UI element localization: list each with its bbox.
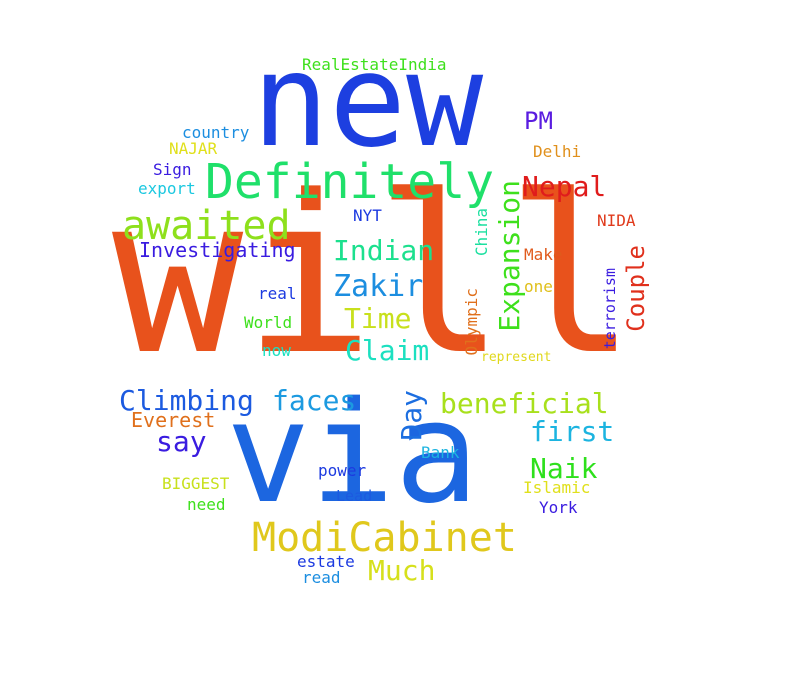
word-new: new xyxy=(252,27,484,176)
word-power: power xyxy=(318,461,367,480)
word-read: read xyxy=(302,568,341,587)
word-nepal: Nepal xyxy=(522,170,607,203)
word-claim: Claim xyxy=(345,334,430,367)
word-make: Make xyxy=(524,245,563,264)
word-lead: Lead xyxy=(336,487,373,505)
word-will: will xyxy=(112,150,637,403)
word-modicabinet: ModiCabinet xyxy=(252,515,517,561)
word-need: need xyxy=(187,495,226,514)
word-nyt: NYT xyxy=(353,206,382,225)
word-investigating: Investigating xyxy=(139,238,296,262)
word-terrorism: terrorism xyxy=(601,268,619,350)
word-beneficial: beneficial xyxy=(440,387,609,420)
word-world: World xyxy=(244,313,293,332)
word-expansion: Expansion xyxy=(493,180,526,332)
word-faces: faces xyxy=(272,384,357,417)
word-now: now xyxy=(262,341,291,360)
word-najar: NAJAR xyxy=(169,139,218,158)
word-represent: represent xyxy=(481,350,552,365)
word-say: say xyxy=(156,425,207,458)
word-real: real xyxy=(258,284,297,303)
word-bank: Bank xyxy=(421,443,460,462)
word-olympic: Olympic xyxy=(462,288,481,356)
word-awaited: awaited xyxy=(122,203,291,249)
word-everest: Everest xyxy=(131,408,216,432)
word-via: via xyxy=(226,372,479,535)
word-estate: estate xyxy=(297,552,355,571)
word-sign: Sign xyxy=(153,160,192,179)
word-one: one xyxy=(524,277,553,296)
word-islamic: Islamic xyxy=(523,478,591,497)
word-york: York xyxy=(539,498,578,517)
word-definitely: Definitely xyxy=(205,154,494,210)
word-export: export xyxy=(138,179,196,198)
word-biggest: BIGGEST xyxy=(162,474,230,493)
word-naik: Naik xyxy=(530,452,598,485)
word-delhi: Delhi xyxy=(533,142,582,161)
word-climbing: Climbing xyxy=(119,384,254,417)
word-pm: PM xyxy=(524,107,553,135)
word-realestateindia: RealEstateIndia xyxy=(302,55,447,74)
word-country: country xyxy=(182,123,250,142)
word-nida: NIDA xyxy=(597,211,636,230)
word-couple: Couple xyxy=(622,245,650,332)
word-much: Much xyxy=(368,554,436,587)
word-indian: Indian xyxy=(333,234,435,267)
word-day: Day xyxy=(395,390,428,441)
word-time: Time xyxy=(344,302,412,335)
word-first: first xyxy=(530,415,615,448)
word-china: China xyxy=(472,208,491,257)
word-zakir: Zakir xyxy=(333,269,424,304)
